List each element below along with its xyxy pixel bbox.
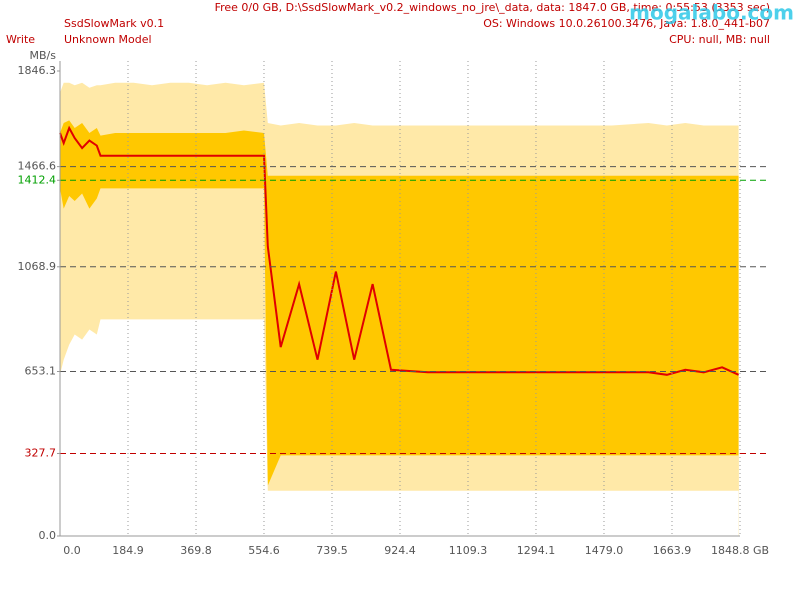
x-tick-label: 0.0 [63,544,81,557]
y-tick-label: 1412.4 [18,173,57,186]
y-tick-label: 1068.9 [18,260,57,273]
x-tick-label: 739.5 [316,544,348,557]
x-tick-label: 554.6 [248,544,280,557]
x-tick-label: 184.9 [112,544,144,557]
x-tick-label: 1479.0 [585,544,624,557]
watermark: mogalabo.com [629,1,794,25]
x-tick-label: 1848.8 GB [711,544,769,557]
x-tick-label: 1294.1 [517,544,556,557]
x-tick-label: 369.8 [180,544,212,557]
plot-area [59,82,740,537]
os-info: OS: Windows 10.0.26100.3476, Java: 1.8.0… [483,17,770,30]
y-tick-label: 653.1 [25,365,57,378]
hw-info: CPU: null, MB: null [669,33,770,46]
y-axis-label: MB/s [30,49,57,62]
y-tick-label: 1466.6 [18,160,57,173]
mode: Write [6,33,35,46]
x-tick-label: 924.4 [384,544,416,557]
x-tick-label: 1109.3 [449,544,488,557]
model: Unknown Model [64,33,152,46]
x-tick-label: 1663.9 [653,544,692,557]
area-band [60,319,739,536]
app-title: SsdSlowMark v0.1 [64,17,164,30]
y-tick-label: 1846.3 [18,64,57,77]
average-line [59,125,740,376]
y-tick-label: 0.0 [39,529,57,542]
y-tick-label: 327.7 [25,446,57,459]
info: Free 0/0 GB, D:\SsdSlowMark_v0.2_windows… [215,1,770,14]
